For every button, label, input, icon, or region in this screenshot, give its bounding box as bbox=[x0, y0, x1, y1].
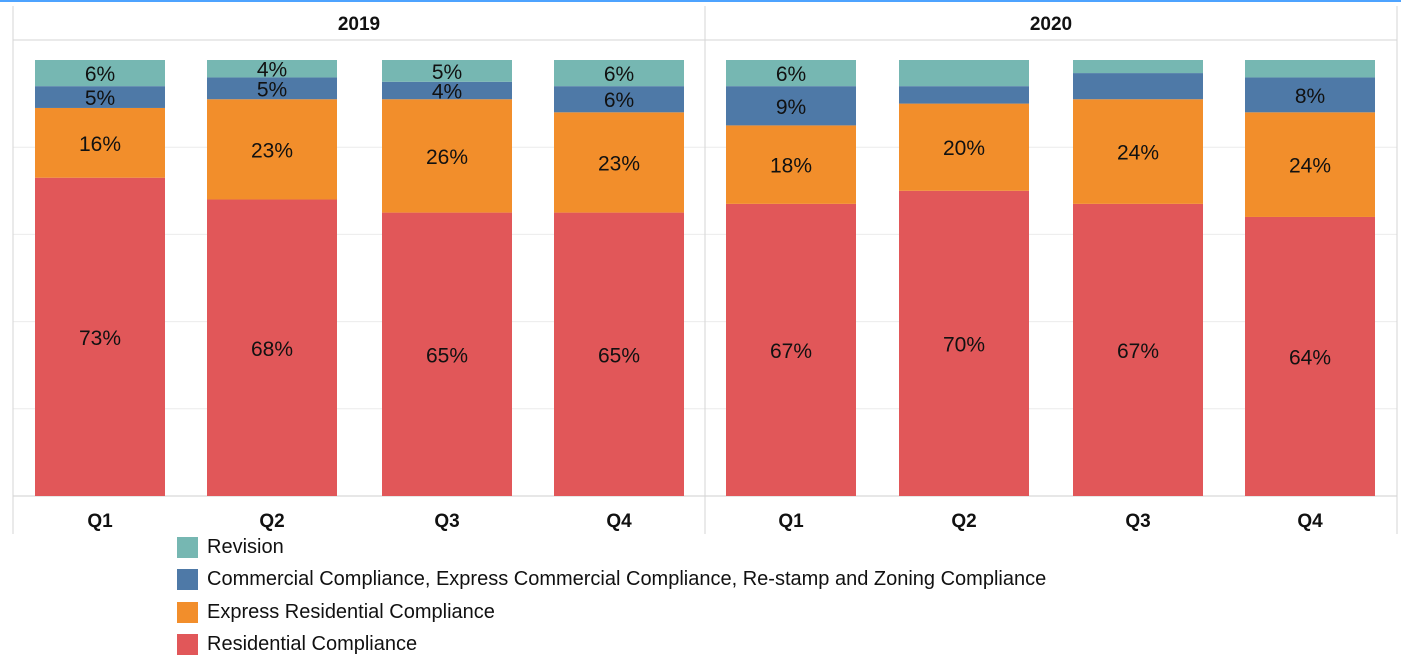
category-tick-label: Q4 bbox=[1297, 511, 1323, 532]
data-label: 6% bbox=[604, 89, 634, 112]
data-label: 67% bbox=[770, 340, 812, 363]
legend-label: Express Residential Compliance bbox=[207, 601, 495, 624]
legend-label: Revision bbox=[207, 536, 284, 559]
chart-legend: Revision Commercial Compliance, Express C… bbox=[177, 531, 1046, 661]
legend-item: Revision bbox=[177, 531, 1046, 564]
data-label: 4% bbox=[432, 81, 462, 104]
data-label: 73% bbox=[79, 327, 121, 350]
data-label: 6% bbox=[776, 63, 806, 86]
category-tick-label: Q3 bbox=[1125, 511, 1150, 532]
data-label: 23% bbox=[251, 139, 293, 162]
bar-segment bbox=[1073, 73, 1203, 99]
legend-label: Commercial Compliance, Express Commercia… bbox=[207, 568, 1046, 591]
data-label: 6% bbox=[85, 63, 115, 86]
legend-item: Commercial Compliance, Express Commercia… bbox=[177, 564, 1046, 597]
data-label: 18% bbox=[770, 155, 812, 178]
data-label: 8% bbox=[1295, 85, 1325, 108]
top-accent-line bbox=[0, 0, 1401, 2]
group-header: 2020 bbox=[1030, 14, 1072, 35]
data-label: 64% bbox=[1289, 346, 1331, 369]
data-label: 26% bbox=[426, 146, 468, 169]
data-label: 5% bbox=[257, 78, 287, 101]
data-label: 24% bbox=[1289, 155, 1331, 178]
data-label: 65% bbox=[598, 344, 640, 367]
data-label: 6% bbox=[604, 63, 634, 86]
bar-segment bbox=[1073, 60, 1203, 73]
category-tick-label: Q3 bbox=[434, 511, 459, 532]
legend-swatch bbox=[177, 537, 198, 558]
data-label: 4% bbox=[257, 59, 287, 82]
data-label: 70% bbox=[943, 333, 985, 356]
category-tick-label: Q1 bbox=[87, 511, 113, 532]
data-label: 9% bbox=[776, 96, 806, 119]
data-label: 5% bbox=[432, 61, 462, 84]
bar-segment bbox=[899, 60, 1029, 86]
category-tick-label: Q4 bbox=[606, 511, 632, 532]
data-label: 5% bbox=[85, 87, 115, 110]
category-tick-label: Q2 bbox=[259, 511, 284, 532]
bar-segment bbox=[899, 86, 1029, 103]
legend-swatch bbox=[177, 602, 198, 623]
data-label: 20% bbox=[943, 137, 985, 160]
data-label: 65% bbox=[426, 344, 468, 367]
data-label: 68% bbox=[251, 338, 293, 361]
legend-label: Residential Compliance bbox=[207, 633, 417, 656]
group-header: 2019 bbox=[338, 14, 380, 35]
data-label: 67% bbox=[1117, 340, 1159, 363]
legend-swatch bbox=[177, 569, 198, 590]
category-tick-label: Q1 bbox=[778, 511, 804, 532]
legend-item: Residential Compliance bbox=[177, 629, 1046, 661]
legend-swatch bbox=[177, 634, 198, 655]
data-label: 16% bbox=[79, 133, 121, 156]
data-label: 23% bbox=[598, 152, 640, 175]
data-label: 24% bbox=[1117, 142, 1159, 165]
legend-item: Express Residential Compliance bbox=[177, 596, 1046, 629]
bar-segment bbox=[1245, 60, 1375, 77]
category-tick-label: Q2 bbox=[951, 511, 976, 532]
